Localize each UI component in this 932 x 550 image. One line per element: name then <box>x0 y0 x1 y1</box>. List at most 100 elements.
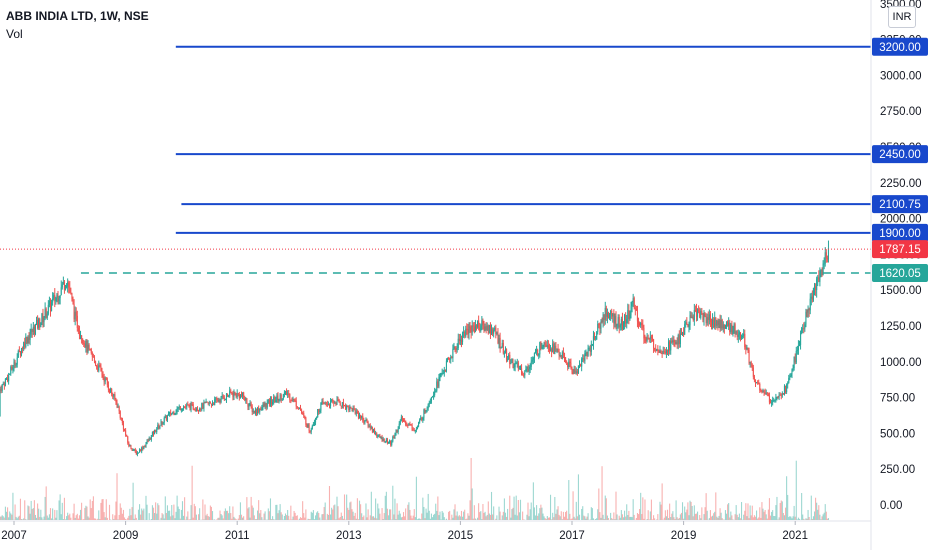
candle-body <box>625 315 627 324</box>
candle-body <box>724 325 726 329</box>
volume-bar <box>317 511 319 520</box>
volume-bar <box>445 518 447 520</box>
volume-bar <box>121 513 123 520</box>
candle-body <box>282 394 284 399</box>
candle-body <box>759 383 761 391</box>
volume-bar <box>802 514 804 520</box>
candle-body <box>119 411 121 418</box>
volume-bar <box>603 518 605 520</box>
candle-body <box>439 376 441 378</box>
volume-bar <box>283 515 285 520</box>
candle-body <box>243 392 245 398</box>
candle-body <box>568 361 570 368</box>
volume-bar <box>479 512 481 520</box>
candle-body <box>721 319 723 329</box>
volume-bar <box>547 517 549 520</box>
candle-body <box>42 313 44 323</box>
horizontal-levels[interactable] <box>80 45 871 274</box>
time-tick-label: 2013 <box>336 530 362 542</box>
candle-body <box>695 310 698 317</box>
candle-body <box>76 315 78 328</box>
volume-bar <box>498 506 500 520</box>
candle-body <box>789 376 791 378</box>
candle-body <box>507 359 509 361</box>
candle-body <box>796 350 798 352</box>
volume-bar <box>484 511 486 520</box>
candle-body <box>565 357 567 362</box>
candle-body <box>698 309 700 312</box>
volume-bar <box>472 518 474 520</box>
price-tag-1900.00: 1900.00 <box>879 228 921 240</box>
candle-body <box>152 432 155 435</box>
candle-body <box>816 278 818 291</box>
candle-body <box>231 392 233 394</box>
volume-bar <box>753 515 755 520</box>
volume-bar <box>66 516 68 520</box>
candle-body <box>173 411 175 415</box>
volume-bar <box>44 496 46 520</box>
volume-bar <box>769 515 772 520</box>
candle-body <box>228 395 230 397</box>
volume-bar <box>409 509 411 520</box>
volume-bar <box>492 514 494 520</box>
volume-bar <box>515 495 517 520</box>
volume-bar <box>738 513 740 520</box>
volume-bar <box>752 517 754 520</box>
candle-body <box>196 409 199 411</box>
volume-bar <box>501 515 503 520</box>
time-axis[interactable]: 2007 2009 2011 2013 2015 2017 2019 2021 <box>1 521 808 542</box>
candle-body <box>740 336 743 339</box>
volume-bar <box>104 517 106 520</box>
candle-body <box>603 314 605 320</box>
candle-body <box>818 277 820 282</box>
candle-body <box>580 364 582 367</box>
candle-body <box>419 420 421 423</box>
candle-body <box>342 402 344 406</box>
volume-bar <box>58 500 60 520</box>
volume-bar <box>502 511 504 520</box>
candle-body <box>684 324 686 335</box>
candle-body <box>630 306 632 315</box>
time-tick-label: 2019 <box>671 530 697 542</box>
volume-indicator-label[interactable]: Vol <box>6 27 23 41</box>
candle-body <box>766 392 768 395</box>
candle-body <box>236 393 238 398</box>
candle-body <box>561 352 563 359</box>
candle-body <box>84 343 86 348</box>
candle-body <box>296 406 298 408</box>
volume-bar <box>657 514 659 520</box>
volume-bar <box>176 495 178 520</box>
candle-body <box>651 337 654 340</box>
volume-bar <box>467 513 469 520</box>
candle-body <box>787 382 789 385</box>
candle-body <box>75 311 77 316</box>
symbol-title[interactable]: ABB INDIA LTD, 1W, NSE <box>6 9 149 23</box>
volume-bar <box>565 512 567 520</box>
candle-body <box>538 354 540 356</box>
candle-body <box>103 376 105 382</box>
currency-button[interactable]: INR <box>888 6 916 28</box>
volume-bar <box>99 519 101 520</box>
volume-bar <box>727 504 729 520</box>
candle-body <box>646 337 648 341</box>
candle-body <box>128 442 130 447</box>
volume-bar <box>49 508 52 520</box>
candle-body <box>605 307 607 317</box>
volume-bar <box>204 504 206 520</box>
candle-body <box>467 329 469 334</box>
price-tag-1900.00-bg <box>872 223 928 242</box>
volume-bar <box>481 519 483 520</box>
candle-body <box>474 325 476 333</box>
candle-body <box>244 397 246 401</box>
candle-body <box>648 338 650 340</box>
candle-body <box>714 317 716 328</box>
volume-bar <box>323 507 325 520</box>
volume-bar <box>516 515 518 520</box>
candle-body <box>117 406 119 408</box>
price-tag-2100.75-bg <box>872 195 928 214</box>
candle-body <box>235 393 237 398</box>
volume-bar <box>407 504 409 520</box>
candle-body <box>219 400 221 403</box>
volume-bar <box>810 495 812 520</box>
